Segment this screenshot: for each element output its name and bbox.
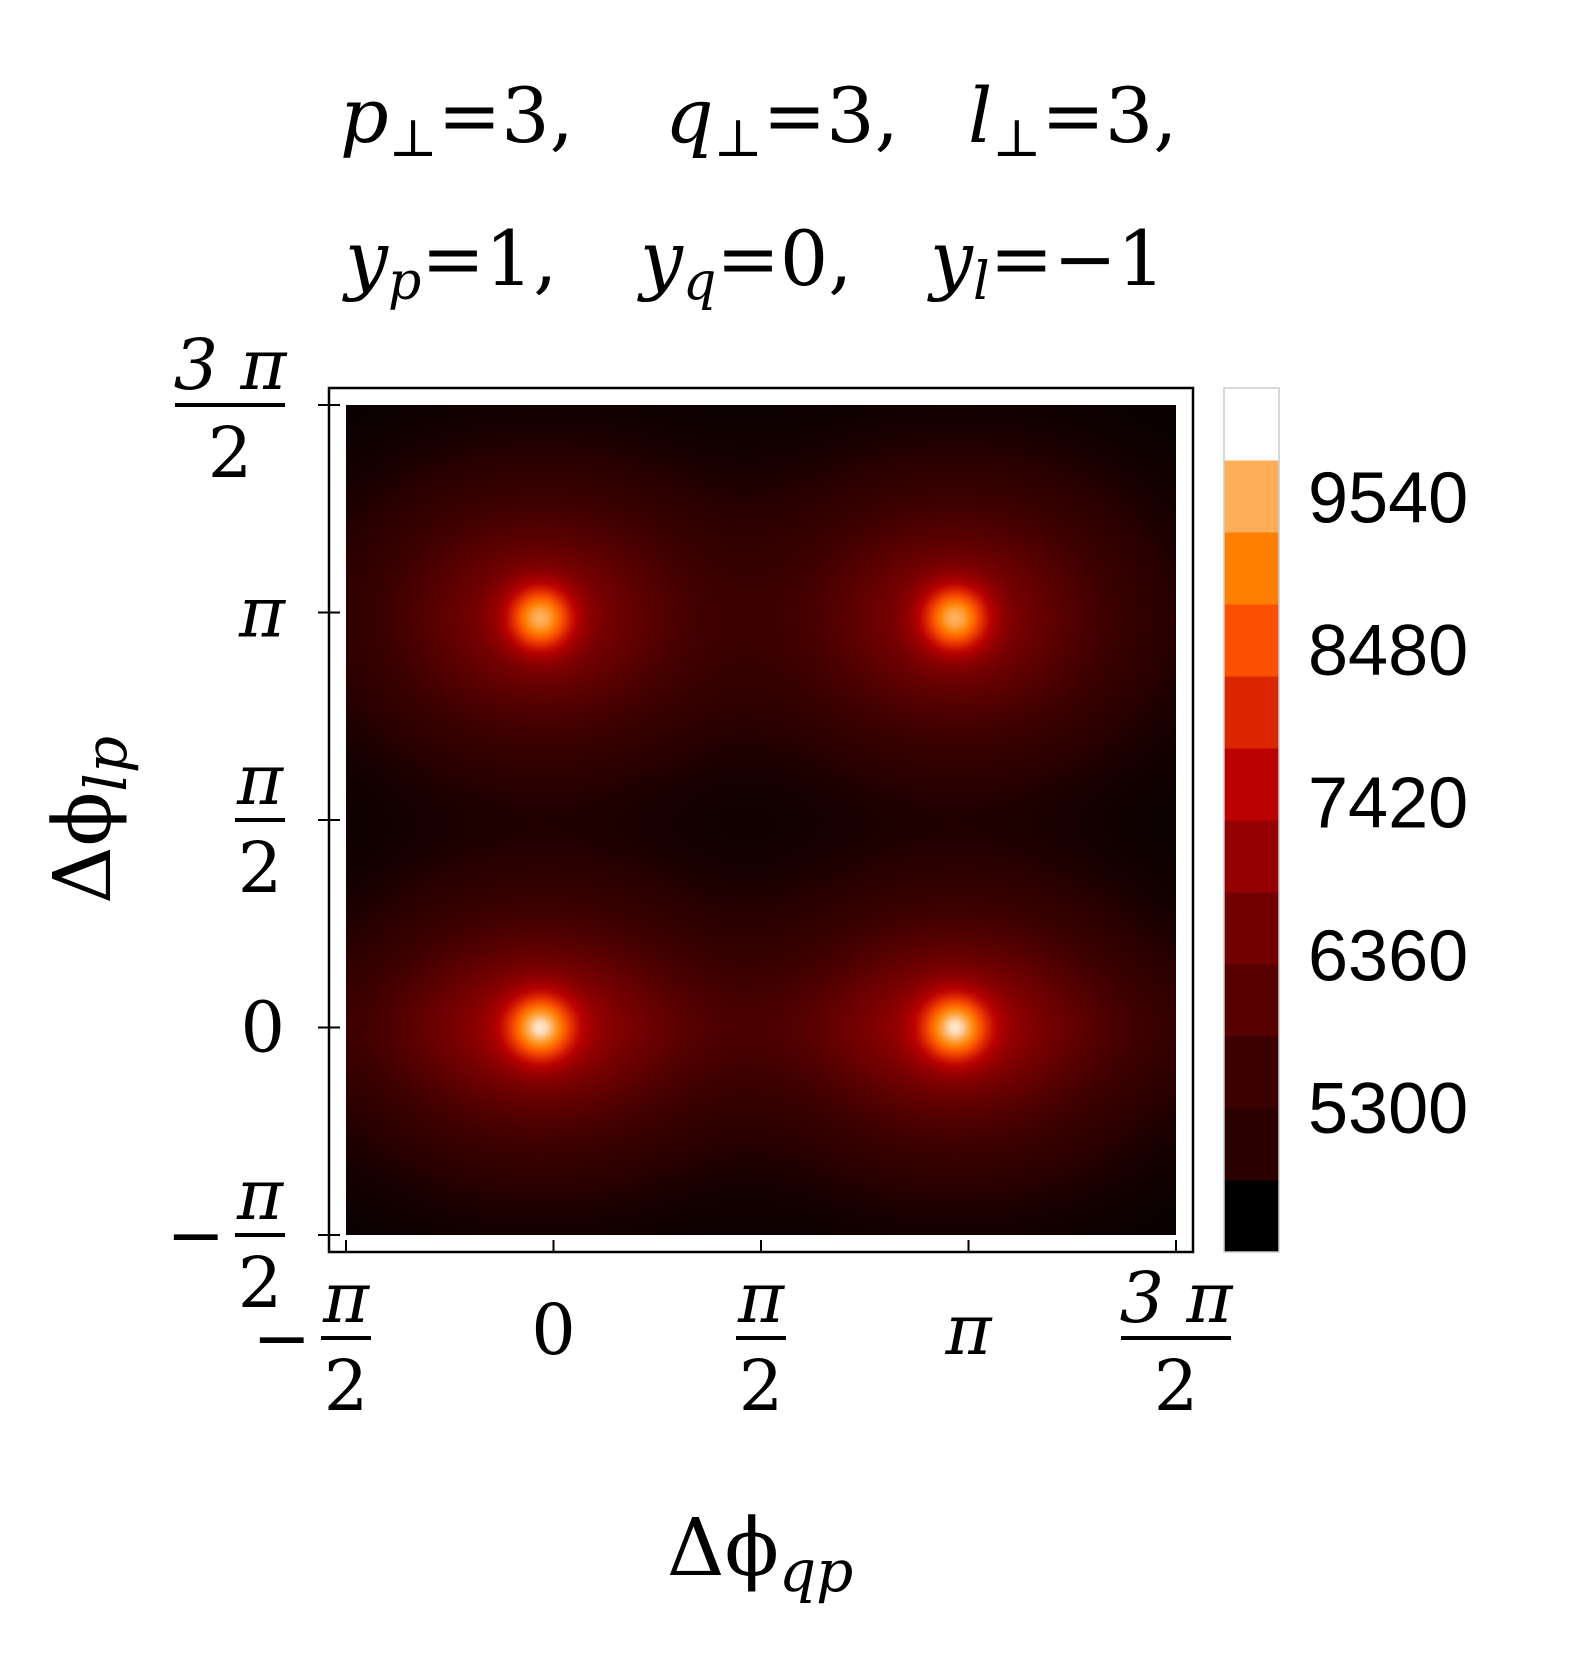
- title-value: =3,: [438, 71, 574, 160]
- colorbar-segment: [1224, 964, 1279, 1037]
- title-subscript: ⊥: [714, 109, 763, 169]
- title-symbol: y: [342, 214, 389, 303]
- colorbar-segment: [1224, 820, 1279, 893]
- y-tick-fraction: 3 π2: [174, 324, 289, 494]
- x-tick-numerator: 3 π: [1120, 1257, 1235, 1339]
- heatmap-image: [346, 405, 1176, 1235]
- colorbar-segment: [1224, 892, 1279, 965]
- x-tick-label: 0: [531, 1289, 576, 1371]
- y-label-main: Δϕ: [36, 792, 129, 904]
- y-tick-numerator: π: [236, 1154, 285, 1236]
- heatmap-field: [346, 405, 1176, 1235]
- title-subscript: q: [683, 252, 716, 312]
- y-tick-fraction: π2: [235, 739, 285, 909]
- title-symbol: y: [637, 214, 684, 303]
- title-value: =−1: [990, 214, 1166, 303]
- y-tick-sign: −: [166, 1194, 225, 1276]
- title-term: q⊥=3,: [665, 71, 899, 169]
- x-tick-denominator: 2: [739, 1345, 784, 1427]
- y-label-sub: lp: [72, 736, 140, 792]
- colorbar-segment: [1224, 1108, 1279, 1181]
- title-value: =3,: [763, 71, 899, 160]
- x-tick-numerator: π: [737, 1257, 786, 1339]
- x-tick-sign: −: [252, 1297, 311, 1379]
- title-symbol: q: [665, 71, 714, 160]
- colorbar-border: [1223, 387, 1280, 1253]
- y-tick-label: π: [238, 572, 287, 654]
- x-tick-denominator: 2: [324, 1345, 369, 1427]
- title-subscript: p: [388, 252, 421, 312]
- x-tick-fraction: 3 π2: [1120, 1257, 1235, 1427]
- x-tick-fraction: π2: [736, 1257, 786, 1427]
- title-term: l⊥=3,: [968, 71, 1177, 169]
- colorbar-segment: [1224, 604, 1279, 677]
- title-value: =3,: [1041, 71, 1177, 160]
- y-tick-fraction: π2−: [166, 1154, 285, 1324]
- title-value: =1,: [421, 214, 557, 303]
- title-subscript: ⊥: [992, 109, 1041, 169]
- x-axis-label: Δϕqp: [667, 1501, 854, 1605]
- title-subscript: l: [973, 252, 990, 312]
- title-symbol: l: [968, 71, 992, 160]
- x-tick-fraction: π2−: [252, 1257, 371, 1427]
- y-tick-numerator: π: [236, 739, 285, 821]
- colorbar: 5300 6360 7420 8480 9540: [1223, 387, 1468, 1253]
- title-term: yp=1,: [342, 214, 557, 312]
- y-tick-denominator: 2: [238, 827, 283, 909]
- x-axis-ticks: π2− 0 π2π 3 π2: [252, 1240, 1234, 1427]
- x-tick-numerator: π: [322, 1257, 371, 1339]
- y-tick-label: 0: [240, 987, 285, 1069]
- title-term: p⊥=3,: [340, 71, 574, 169]
- colorbar-segment: [1224, 1180, 1279, 1253]
- title-value: =0,: [716, 214, 852, 303]
- colorbar-tick-label: 8480: [1308, 611, 1468, 691]
- y-axis-label: Δϕlp: [36, 736, 140, 904]
- y-axis-label-text: Δϕlp: [36, 736, 140, 904]
- title-symbol: y: [927, 214, 974, 303]
- y-tick-numerator: 3 π: [174, 324, 289, 406]
- colorbar-segment: [1224, 676, 1279, 749]
- colorbar-tick-label: 9540: [1308, 458, 1468, 538]
- colorbar-segment: [1224, 1036, 1279, 1109]
- colorbar-tick-label: 7420: [1308, 764, 1468, 844]
- colorbar-segment: [1224, 532, 1279, 605]
- title-symbol: p: [340, 71, 389, 160]
- y-tick-denominator: 2: [238, 1242, 283, 1324]
- colorbar-tick-label: 6360: [1308, 916, 1468, 996]
- colorbar-segment: [1224, 388, 1279, 461]
- x-tick-label: π: [944, 1289, 993, 1371]
- x-label-sub: qp: [779, 1537, 853, 1605]
- title-subscript: ⊥: [389, 109, 438, 169]
- colorbar-segment: [1224, 748, 1279, 821]
- title-term: yl=−1: [927, 214, 1165, 312]
- title-term: yq=0,: [637, 214, 852, 312]
- x-tick-denominator: 2: [1154, 1345, 1199, 1427]
- y-tick-denominator: 2: [208, 412, 253, 494]
- x-label-main: Δϕ: [667, 1501, 779, 1594]
- x-axis-label-text: Δϕqp: [667, 1501, 854, 1605]
- colorbar-segment: [1224, 460, 1279, 533]
- chart-title: p⊥=3, q⊥=3, l⊥=3,yp=1, yq=0, yl=−1: [340, 71, 1177, 312]
- colorbar-tick-label: 5300: [1308, 1069, 1468, 1149]
